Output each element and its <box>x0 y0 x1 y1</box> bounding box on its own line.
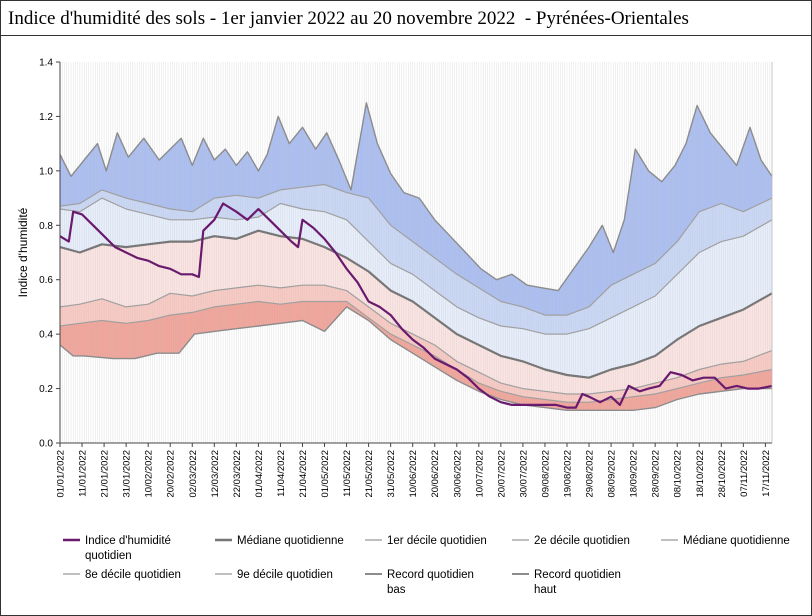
title-bar: Indice d'humidité des sols - 1er janvier… <box>1 1 811 36</box>
x-tick-label: 18/09/2022 <box>629 450 640 498</box>
x-tick-label: 10/07/2022 <box>474 450 485 498</box>
legend-item: Médiane quotidienne <box>215 535 344 547</box>
band-record-low <box>60 306 772 443</box>
x-tick-label: 30/06/2022 <box>452 450 463 498</box>
y-tick-label: 1.0 <box>39 166 53 177</box>
series-line-8e-d-cile-quotidien <box>59 197 773 335</box>
y-axis-label: Indice d'humidité <box>16 207 30 297</box>
legend-label-line2: bas <box>387 584 406 596</box>
x-tick-label: 02/03/2022 <box>188 450 199 498</box>
x-tick-label: 20/02/2022 <box>166 450 177 498</box>
legend-label: 8e décile quotidien <box>85 569 181 581</box>
legend-label: 1er décile quotidien <box>387 535 487 547</box>
x-tick-label: 21/01/2022 <box>100 450 111 498</box>
x-tick-label: 08/10/2022 <box>673 450 684 498</box>
y-tick-label: 0.2 <box>39 384 53 395</box>
y-tick-label: 1.4 <box>39 58 53 69</box>
x-tick-label: 17/11/2022 <box>761 450 772 497</box>
series-line-2e-d-cile-quotidien <box>59 284 773 395</box>
legend-label-line2: haut <box>534 584 557 596</box>
x-tick-label: 01/05/2022 <box>320 450 331 498</box>
legend-item: Médiane quotidienne <box>661 535 790 547</box>
y-tick-label: 0.6 <box>39 275 53 286</box>
series-line-record-quotidien-haut <box>59 102 773 292</box>
x-tick-label: 30/07/2022 <box>518 450 529 498</box>
x-tick-label: 31/05/2022 <box>386 450 397 498</box>
legend-label: 2e décile quotidien <box>534 535 630 547</box>
x-tick-label: 31/01/2022 <box>122 450 133 498</box>
x-tick-label: 22/03/2022 <box>232 450 243 498</box>
legend-label-line2: quotidien <box>85 550 132 562</box>
legend-label: Record quotidien <box>387 569 474 581</box>
x-tick-label: 07/11/2022 <box>739 450 750 497</box>
x-tick-label: 11/04/2022 <box>276 450 287 497</box>
x-tick-label: 28/10/2022 <box>717 450 728 498</box>
x-tick-label: 21/05/2022 <box>364 450 375 498</box>
x-tick-label: 11/05/2022 <box>342 450 353 497</box>
legend-item: 9e décile quotidien <box>215 569 333 581</box>
x-tick-label: 11/01/2022 <box>78 450 89 497</box>
y-tick-label: 0.4 <box>39 330 53 341</box>
chart-area: 0.0 0.2 0.4 0.6 0.8 1.0 1.2 1.4 Indice d'humidit… <box>16 58 790 597</box>
x-tick-label: 01/01/2022 <box>56 450 67 498</box>
legend-item: 1er décile quotidien <box>365 535 487 547</box>
legend-label: 9e décile quotidien <box>237 569 333 581</box>
x-tick-label: 20/06/2022 <box>430 450 441 498</box>
x-tick-label: 21/04/2022 <box>298 450 309 498</box>
legend-label: Indice d'humidité <box>85 535 171 547</box>
series-line-record-quotidien-bas <box>59 306 772 411</box>
legend-label: Médiane quotidienne <box>237 535 344 547</box>
legend-item: Record quotidien bas <box>365 569 474 596</box>
series-line-indice-d-humidit-quotidien <box>59 202 773 409</box>
legend-item: Record quotidien haut <box>512 569 621 596</box>
y-tick-label: 0.0 <box>39 439 53 450</box>
y-tick-label: 1.2 <box>39 112 53 123</box>
series-line-m-diane-quotidienne <box>59 229 773 379</box>
x-tick-label: 10/02/2022 <box>144 450 155 498</box>
x-tick-label: 09/08/2022 <box>541 450 552 498</box>
x-tick-label: 01/04/2022 <box>254 450 265 498</box>
x-tick-label: 10/06/2022 <box>408 450 419 498</box>
x-tick-label: 20/07/2022 <box>496 450 507 498</box>
y-tick-label: 0.8 <box>39 221 53 232</box>
chart-title: Indice d'humidité des sols - 1er janvier… <box>8 8 689 29</box>
x-tick-label: 19/08/2022 <box>563 450 574 498</box>
x-tick-label: 12/03/2022 <box>210 450 221 498</box>
legend-item: 2e décile quotidien <box>512 535 630 547</box>
x-tick-label: 29/08/2022 <box>585 450 596 498</box>
legend-label: Record quotidien <box>534 569 621 581</box>
legend-label: Médiane quotidienne <box>683 535 790 547</box>
x-tick-label: 28/09/2022 <box>651 450 662 498</box>
x-tick-label: 18/10/2022 <box>695 450 706 498</box>
legend-item: 8e décile quotidien <box>63 569 181 581</box>
series-line-9e-d-cile-quotidien <box>59 183 773 316</box>
series-line-1er-d-cile-quotidien <box>59 300 773 403</box>
legend-item: Indice d'humidité quotidien <box>63 535 171 562</box>
x-tick-label: 08/09/2022 <box>607 450 618 498</box>
